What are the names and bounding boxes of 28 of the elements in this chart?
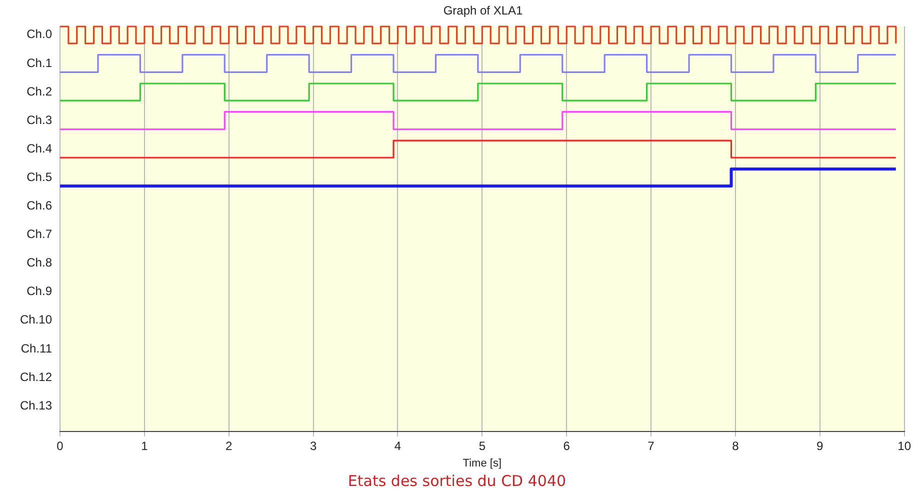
x-tick-label: 4	[394, 438, 402, 453]
text: Ch.13	[20, 398, 52, 412]
x-tick-label: 10	[898, 438, 912, 453]
series-label: Ch.4	[26, 141, 52, 156]
series-label: Ch.1	[26, 56, 52, 70]
text: Ch.11	[20, 341, 52, 356]
x-tick-label: 1	[141, 438, 148, 453]
x-tick-label: 7	[648, 438, 655, 453]
text: Ch.8	[26, 256, 52, 270]
x-axis-title: Time [s]	[462, 457, 502, 470]
series-label: Ch.2	[26, 84, 52, 98]
x-tick-label: 2	[226, 438, 233, 453]
chart-title: Graph of XLA1	[443, 4, 524, 18]
text: Ch.6	[26, 198, 52, 213]
text: Etats des sorties du CD 4040	[346, 472, 568, 490]
x-tick-label: 9	[816, 438, 824, 453]
x-tick-label: 8	[732, 438, 740, 453]
x-tick-label: 5	[478, 438, 486, 453]
text: Ch.9	[26, 284, 52, 298]
x-tick-label: 0	[56, 438, 64, 453]
series-label: Ch.0	[26, 27, 52, 42]
x-tick-label: 3	[310, 438, 317, 453]
x-tick-label: 6	[563, 438, 570, 453]
text: Ch.7	[26, 227, 52, 242]
text: Ch.12	[20, 370, 52, 384]
series-label: Ch.5	[26, 170, 52, 184]
series-label: Ch.3	[26, 112, 52, 127]
text: Ch.10	[20, 312, 52, 327]
